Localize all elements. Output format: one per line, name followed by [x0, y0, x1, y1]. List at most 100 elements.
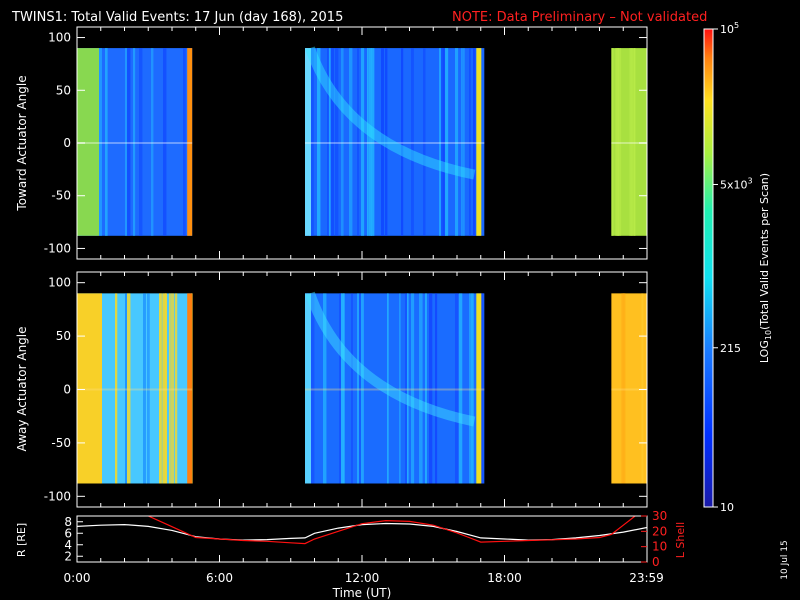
x-tick-label: 18:00	[487, 571, 522, 585]
heatmap-streak	[405, 293, 408, 484]
heatmap-streak	[419, 293, 423, 484]
orbit-y-tick-label: 4	[64, 538, 72, 552]
heatmap-streak	[481, 293, 484, 484]
orbit-y-tick-label: 6	[64, 526, 72, 540]
heatmap-streak	[143, 293, 146, 484]
heatmap-streak	[621, 293, 625, 484]
heatmap-streak	[105, 48, 108, 236]
heatmap-streak	[361, 48, 365, 236]
away-ylabel: Away Actuator Angle	[15, 326, 29, 451]
date-stamp: 10 Jul 15	[780, 540, 790, 580]
heatmap-diagonal-feature	[305, 46, 476, 180]
away-y-ticks: 100 50 0 -50 -100	[44, 272, 648, 507]
heatmap-streak	[151, 48, 154, 236]
heatmap-streak	[641, 293, 644, 484]
l-shell-line	[148, 516, 636, 545]
heatmap-streak	[367, 48, 369, 236]
heatmap-streak	[341, 293, 345, 484]
heatmap-streak	[629, 48, 632, 236]
heatmap-streak	[399, 293, 401, 484]
colorbar-label: LOG10(Total Valid Events per Scan)	[758, 173, 773, 363]
colorbar-label-log: LOG	[758, 340, 771, 363]
heatmap-streak	[385, 48, 388, 236]
heatmap-streak	[99, 48, 102, 236]
heatmap-streak	[159, 293, 162, 484]
heatmap-streak	[423, 48, 426, 236]
heatmap-streak	[343, 293, 345, 484]
heatmap-streak	[125, 293, 128, 484]
x-tick-label: 6:00	[206, 571, 233, 585]
colorbar-label-rest: (Total Valid Events per Scan)	[758, 173, 771, 330]
heatmap-streak	[469, 48, 471, 236]
heatmap-streak	[455, 48, 459, 236]
heatmap-streak	[327, 48, 329, 236]
orbit-right-tick-label: 10	[652, 540, 667, 554]
orbit-right-tick-label: 0	[652, 555, 660, 569]
colorbar-ticks: 105 5x103 215 10	[713, 21, 753, 514]
heatmap-streak	[147, 293, 150, 484]
orbit-ylabel-right: L Shell	[674, 522, 687, 558]
colorbar-tick-label: 215	[720, 342, 741, 355]
heatmap-diagonal-feature	[305, 291, 476, 427]
heatmap-edge-band	[187, 293, 193, 484]
heatmap-streak	[335, 48, 339, 236]
zero-angle-band	[611, 142, 647, 144]
heatmap-edge-band	[305, 293, 311, 484]
zero-angle-band	[77, 142, 193, 144]
r-distance-line	[77, 522, 647, 541]
zero-angle-band	[611, 388, 647, 391]
colorbar-tick-label: 105	[720, 21, 739, 36]
heatmap-streak	[439, 48, 442, 236]
heatmap-streak	[617, 48, 620, 236]
heatmap-streak	[387, 293, 389, 484]
x-tick-label: 12:00	[345, 571, 380, 585]
heatmap-streak	[445, 48, 449, 236]
heatmap-edge-band	[476, 293, 482, 484]
orbit-right-tick-label: 20	[652, 524, 667, 538]
orbit-right-tick-label: 30	[652, 509, 667, 523]
heatmap-streak	[611, 48, 614, 236]
y-tick-label: 50	[56, 83, 71, 97]
heatmap-streak	[171, 293, 175, 484]
heatmap-streak	[361, 293, 364, 484]
heatmap-streak	[165, 293, 168, 484]
heatmap-streak	[631, 48, 633, 236]
heatmap-streak	[401, 48, 404, 236]
y-tick-label: 100	[48, 31, 71, 45]
zero-angle-band	[305, 388, 485, 391]
heatmap-streak	[357, 48, 360, 236]
heatmap-edge-band	[77, 293, 102, 484]
toward-heatmap-panel: 100 50 0 -50 -100 Toward Actuator Angle	[15, 26, 648, 260]
heatmap-streak	[615, 48, 619, 236]
heatmap-streak	[127, 293, 131, 484]
x-tick-label: 23:59	[629, 571, 664, 585]
heatmap-interval	[305, 48, 485, 236]
x-axis-label: Time (UT)	[332, 586, 392, 600]
heatmap-streak	[139, 48, 143, 236]
heatmap-streak	[351, 293, 353, 484]
heatmap-streak	[443, 48, 446, 236]
heatmap-edge-band	[476, 48, 482, 236]
orbit-lines	[77, 516, 647, 545]
heatmap-streak	[469, 293, 472, 484]
heatmap-streak	[463, 48, 465, 236]
heatmap-streak	[425, 293, 427, 484]
y-tick-label: -100	[44, 241, 71, 255]
heatmap-streak	[633, 48, 636, 236]
heatmap-streak	[115, 293, 118, 484]
heatmap-streak	[329, 48, 331, 236]
heatmap-streak	[435, 293, 438, 484]
y-tick-label: 50	[56, 329, 71, 343]
preliminary-note: NOTE: Data Preliminary – Not validated	[452, 10, 707, 25]
heatmap-streak	[407, 293, 409, 484]
heatmap-edge-band	[77, 48, 99, 236]
orbit-y-tick-label: 8	[64, 515, 72, 529]
toward-heatmap-data	[77, 46, 647, 236]
heatmap-streak	[341, 48, 344, 236]
heatmap-streak	[411, 293, 415, 484]
colorbar-tick-label: 10	[720, 501, 734, 514]
heatmap-streak	[311, 48, 314, 236]
heatmap-streak	[125, 48, 128, 236]
figure-title: TWINS1: Total Valid Events: 17 Jun (day …	[11, 10, 343, 25]
